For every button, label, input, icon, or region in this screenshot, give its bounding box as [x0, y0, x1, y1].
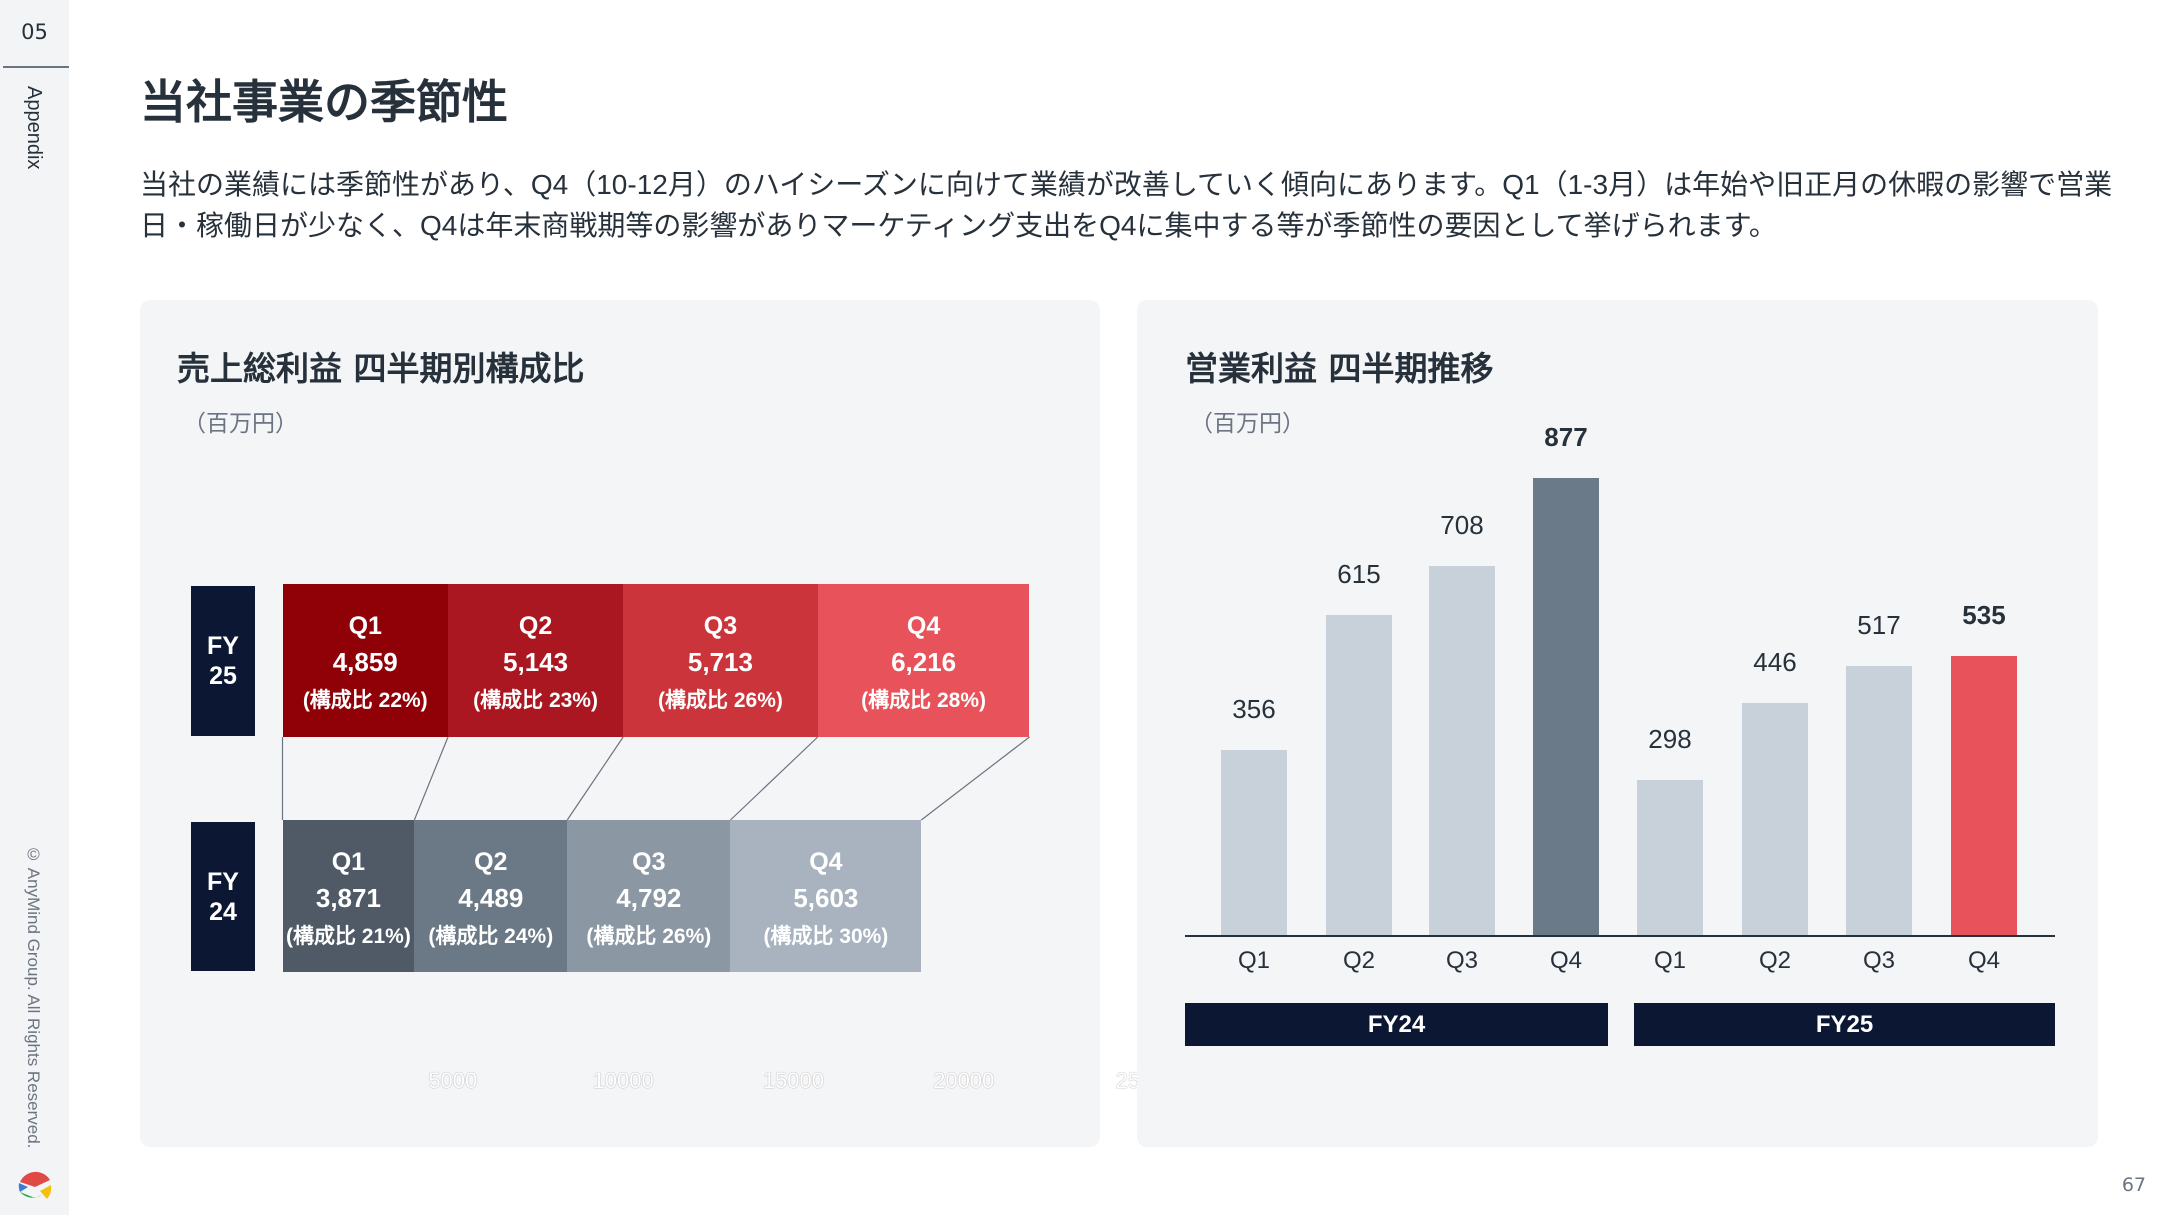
operating-profit-unit: （百万円） [1190, 411, 1305, 437]
x-tick-label: 10000 [592, 1068, 654, 1093]
segment-value: 6,216 [891, 647, 957, 677]
page-number: 67 [2121, 1174, 2146, 1196]
page-title: 当社事業の季節性 [140, 75, 508, 129]
section-number: 05 [21, 20, 48, 44]
bar [1429, 565, 1495, 936]
segment-ratio: (構成比 22%) [302, 689, 428, 712]
bar [1951, 656, 2017, 936]
segment-value: 4,792 [616, 883, 682, 913]
bar-segment: Q3 4,792 (構成比 26%) [567, 820, 731, 972]
bar-segment: Q2 4,489 (構成比 24%) [414, 820, 568, 972]
bar [1221, 749, 1287, 936]
bar [1326, 614, 1392, 936]
x-tick-label: Q2 [1758, 947, 1792, 974]
page-description: 当社の業績には季節性があり、Q4（10-12月）のハイシーズンに向けて業績が改善… [140, 169, 2113, 241]
gross-profit-chart-title: 売上総利益 四半期別構成比 [177, 349, 585, 388]
bar [1742, 702, 1808, 936]
segment-quarter: Q1 [331, 848, 366, 876]
segment-quarter: Q2 [518, 612, 553, 640]
bar-value-label: 708 [1440, 509, 1484, 540]
x-tick-label: Q4 [1967, 947, 2001, 974]
bar [1637, 780, 1703, 936]
x-tick-label: Q3 [1862, 947, 1896, 974]
segment-ratio: (構成比 21%) [285, 925, 411, 948]
bar-segment: Q4 6,216 (構成比 28%) [817, 584, 1030, 737]
fiscal-year-label: FY 24 [191, 822, 255, 971]
segment-ratio: (構成比 26%) [586, 925, 712, 948]
segment-ratio: (構成比 24%) [428, 925, 554, 948]
x-tick-label: Q2 [1342, 947, 1376, 974]
segment-quarter: Q4 [809, 848, 843, 876]
bar-value-label: 517 [1857, 609, 1901, 640]
bar-segment: Q1 3,871 (構成比 21%) [282, 820, 415, 972]
x-tick-label: Q4 [1549, 947, 1583, 974]
x-tick-label: 20000 [933, 1068, 995, 1093]
segment-value: 3,871 [315, 883, 381, 913]
bar-value-label: 356 [1232, 693, 1276, 724]
x-tick-label: Q1 [1653, 947, 1687, 974]
bar-segment: Q1 4,859 (構成比 22%) [282, 584, 448, 737]
segment-quarter: Q2 [474, 848, 508, 876]
section-label: Appendix [23, 86, 45, 170]
copyright: © AnyMind Group. All Rights Reserved. [24, 845, 43, 1149]
segment-value: 5,603 [793, 883, 859, 913]
x-tick-label: 5000 [428, 1068, 478, 1093]
gross-profit-unit: （百万円） [183, 411, 298, 437]
segment-ratio: (構成比 28%) [861, 689, 987, 712]
x-tick-label: 15000 [762, 1068, 824, 1093]
segment-quarter: Q3 [703, 612, 738, 640]
segment-value: 4,489 [458, 883, 524, 913]
x-axis-line [1185, 935, 2055, 937]
segment-quarter: Q4 [906, 612, 941, 640]
segment-ratio: (構成比 23%) [473, 689, 598, 712]
fiscal-year-band: FY25 [1634, 1003, 2055, 1046]
x-tick-label: Q3 [1445, 947, 1479, 974]
bar-value-label: 535 [1962, 600, 2006, 631]
bar-segment: Q2 5,143 (構成比 23%) [447, 584, 624, 737]
segment-value: 5,713 [687, 647, 753, 677]
bar [1846, 665, 1912, 936]
operating-profit-chart-title: 営業利益 四半期推移 [1185, 349, 1494, 388]
fiscal-year-label: FY 25 [191, 586, 255, 736]
bar-value-label: 615 [1337, 558, 1381, 589]
segment-ratio: (構成比 26%) [658, 689, 783, 712]
bar-value-label: 446 [1753, 646, 1797, 677]
bar-value-label: 298 [1648, 724, 1692, 755]
bar-value-label: 877 [1544, 421, 1588, 452]
x-tick-label: Q1 [1237, 947, 1271, 974]
divider [3, 66, 69, 68]
bar [1533, 477, 1599, 936]
segment-quarter: Q3 [632, 848, 666, 876]
segment-ratio: (構成比 30%) [763, 925, 889, 948]
segment-quarter: Q1 [348, 612, 382, 640]
anymind-logo-icon [18, 1171, 52, 1199]
bar-segment: Q4 5,603 (構成比 30%) [730, 820, 922, 972]
bar-segment: Q3 5,713 (構成比 26%) [623, 584, 818, 737]
sidebar [0, 0, 69, 1215]
segment-value: 4,859 [332, 647, 398, 677]
segment-value: 5,143 [503, 647, 569, 677]
fiscal-year-band: FY24 [1185, 1003, 1608, 1046]
